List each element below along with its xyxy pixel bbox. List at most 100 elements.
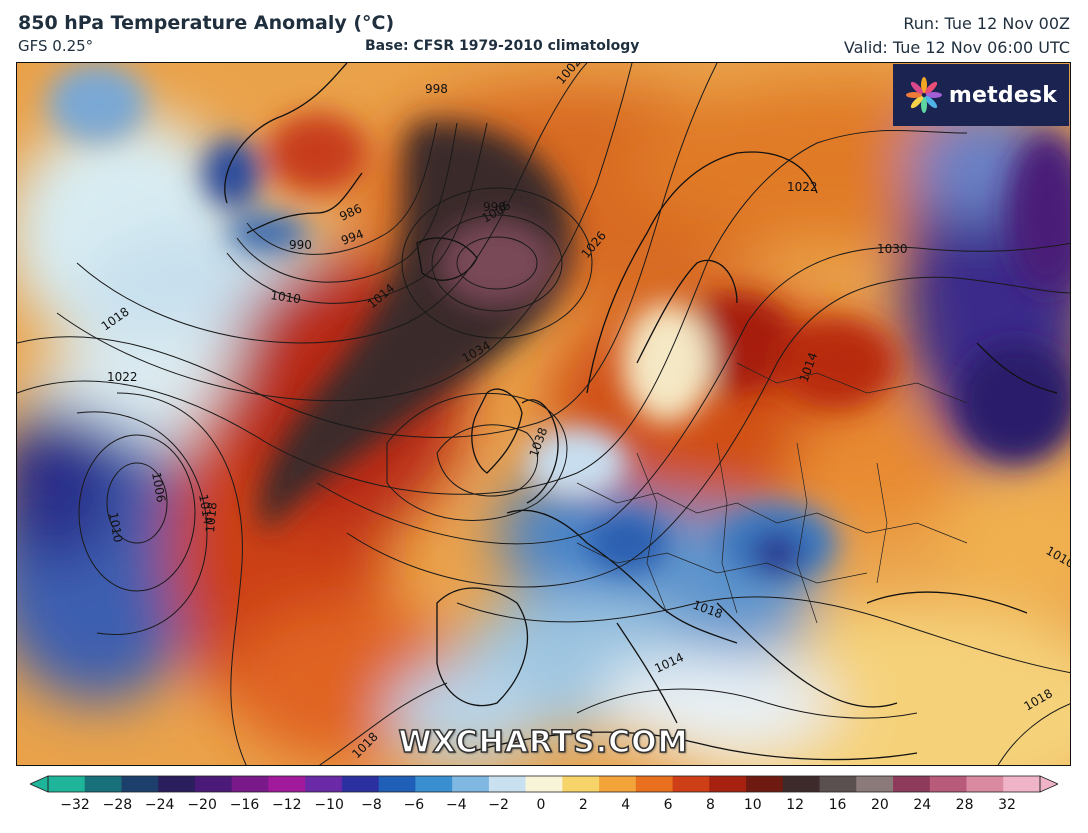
colorbar-segment [562,776,600,792]
colorbar-tick-label: −20 [187,797,217,813]
africa-coast [466,731,918,761]
isobar-1018-sw [319,682,448,765]
colorbar-segment [305,776,343,792]
colorbar-segment [231,776,270,792]
isobar-1018 [17,63,718,438]
colorbar-segment [84,776,123,792]
colorbar-tick-label: 20 [870,797,889,813]
italy-coast [616,622,678,724]
isobar-1014-med [576,688,918,719]
isobar-1006-low [106,462,168,544]
colorbar-segment [268,776,306,792]
colorbar-min-arrow [30,775,49,793]
colorbar-segment [121,776,159,792]
colorbar-frame [47,775,1041,793]
colorbar-tick-label: −8 [361,797,382,813]
colorbar-tick-label: −4 [445,797,467,813]
colorbar-tick-label: 6 [663,797,673,813]
colorbar-segment [525,776,563,792]
scandinavia-coast [586,151,818,394]
colorbar-tick-label: 16 [828,797,847,813]
valid-time-label: Valid: Tue 12 Nov 06:00 UTC [843,38,1070,57]
colorbar-segment [378,776,417,792]
colorbar-tick-label: −12 [272,797,302,813]
isobar-1034 [386,392,568,521]
colorbar-segment [48,776,86,792]
isobar-1022 [17,130,968,495]
colorbar-segment [599,776,637,792]
isobar-label: 1006 [149,471,168,504]
colorbar-segment [819,776,857,792]
isobar-986 [246,122,438,255]
greenland-coast [224,63,348,204]
colorbar-tick-label: 12 [786,797,805,813]
colorbar-tick-label: 32 [998,797,1016,813]
colorbar-segment [341,776,380,792]
colorbar-segment [746,776,784,792]
colorbar-tick-label: 10 [743,797,762,813]
colorbar-segment [452,776,490,792]
colorbar-segment [893,776,931,792]
colorbar [30,775,1058,793]
metdesk-logo: metdesk [893,64,1069,126]
colorbar-tick-label: 8 [706,797,715,813]
metdesk-flower-icon [905,77,942,113]
isobar-1014-low [76,411,208,635]
colorbar-tick-label: −6 [403,797,425,813]
isobar-1030 [346,276,1070,588]
colorbar-segment [488,776,527,792]
ireland-uk-coast [471,388,523,474]
isobar-1018-south [456,596,1070,674]
isobar-1010-low [78,434,196,592]
run-time-label: Run: Tue 12 Nov 00Z [903,14,1070,33]
isobar-label: 998 [425,82,448,96]
colorbar-segment [672,776,710,792]
colorbar-segment [782,776,821,792]
isobar-1010 [76,63,588,344]
colorbar-segment [856,776,894,792]
isobar-label: 1010 [270,288,302,306]
isobar-label: 1030 [877,242,908,256]
isobar-1018-west [116,392,247,765]
colorbar-tick-label: −28 [102,797,133,813]
colorbar-tick-label: 4 [621,797,631,813]
colorbar-tick-label: −2 [488,797,509,813]
isobar-label: 990 [289,238,312,252]
colorbar-tick-label: −32 [60,797,90,813]
colorbar-segment [929,776,968,792]
isobar-label: 1022 [107,370,138,384]
iberia-coast [436,587,529,707]
metdesk-logo-text: metdesk [948,82,1058,108]
colorbar-tick-label: −24 [144,797,175,813]
colorbar-segments [48,776,1041,792]
isobar-1038 [436,424,539,497]
isobar-1006-high [456,236,538,290]
isobar-label: 1022 [787,180,818,194]
wxcharts-watermark: WXCHARTS.COM [398,724,689,761]
isobar-1026 [316,242,1070,545]
colorbar-tick-label: −10 [314,797,344,813]
isobar-998 [401,187,593,339]
colorbar-segment [158,776,196,792]
isobar-994 [226,122,488,304]
model-label: GFS 0.25° [18,37,94,55]
isobar-990 [236,122,458,283]
colorbar-tick-label: 24 [913,797,932,813]
colorbar-tick-label: 2 [578,797,588,813]
map-canvas: 998 1002 998 1006 986 990 994 1010 1014 … [17,63,1070,765]
isobar-label: 998 [483,200,506,214]
isobar-label: 1010 [106,511,125,544]
isobar-label: 1018 [203,502,220,534]
colorbar-segment [709,776,747,792]
isobar-1014 [56,63,633,402]
base-climatology-label: Base: CFSR 1979-2010 climatology [365,38,640,54]
anomaly-field-detail [47,63,1070,583]
borders [576,362,968,624]
colorbar-segment [194,776,233,792]
anomaly-map: 998 1002 998 1006 986 990 994 1010 1014 … [16,62,1071,766]
colorbar-segment [1003,776,1041,792]
coastlines [224,63,1058,761]
colorbar-tick-label: −16 [229,797,260,813]
colorbar-segment [966,776,1004,792]
colorbar-segment [415,776,453,792]
